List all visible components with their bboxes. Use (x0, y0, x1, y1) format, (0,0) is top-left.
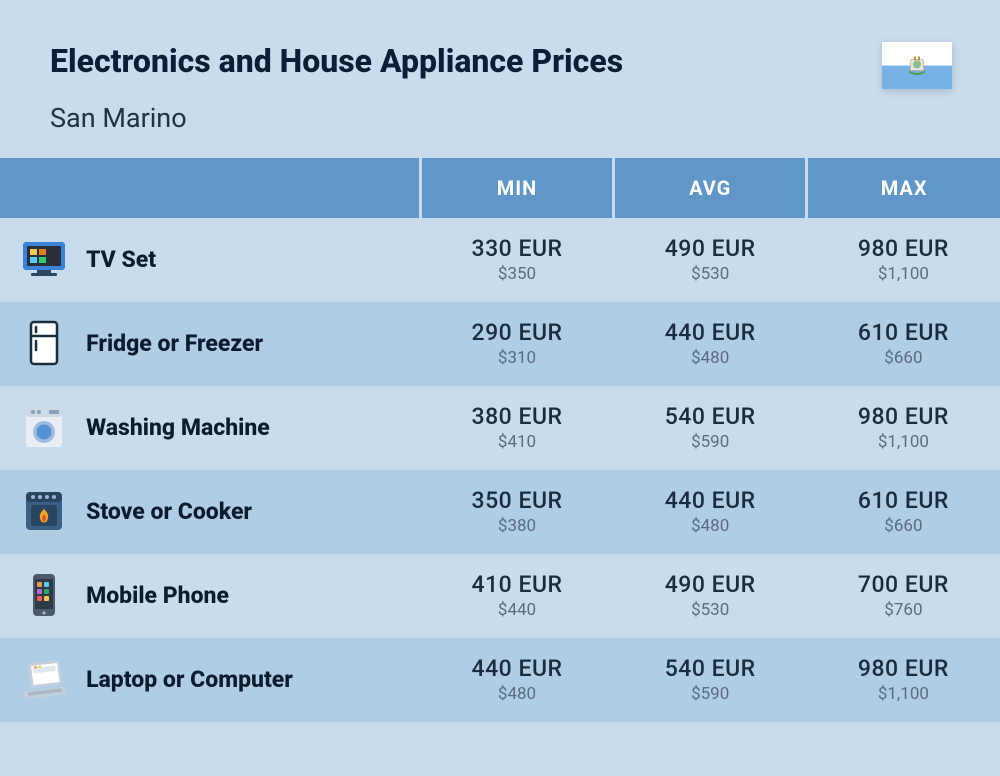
tv-icon (8, 234, 80, 284)
row-max-cell: 610 EUR $660 (807, 470, 1000, 554)
row-name: Washing Machine (80, 386, 420, 470)
price-usd: $1,100 (807, 264, 1000, 284)
stove-icon (8, 486, 80, 536)
price-eur: 610 EUR (807, 319, 1000, 346)
table-header-row: MIN AVG MAX (0, 158, 1000, 218)
price-eur: 410 EUR (420, 571, 613, 598)
price-usd: $440 (420, 600, 613, 620)
price-usd: $310 (420, 348, 613, 368)
row-max-cell: 980 EUR $1,100 (807, 638, 1000, 722)
row-min-cell: 290 EUR $310 (420, 302, 613, 386)
price-usd: $480 (614, 516, 807, 536)
price-eur: 330 EUR (420, 235, 613, 262)
page-subtitle: San Marino (50, 102, 950, 134)
table-row: Washing Machine 380 EUR $410 540 EUR $59… (0, 386, 1000, 470)
row-icon-cell (0, 386, 80, 470)
price-usd: $660 (807, 348, 1000, 368)
mobile-phone-icon (8, 570, 80, 620)
price-eur: 490 EUR (614, 571, 807, 598)
price-usd: $660 (807, 516, 1000, 536)
price-eur: 540 EUR (614, 403, 807, 430)
row-icon-cell (0, 554, 80, 638)
row-avg-cell: 440 EUR $480 (614, 470, 807, 554)
row-icon-cell (0, 638, 80, 722)
price-usd: $1,100 (807, 684, 1000, 704)
price-eur: 350 EUR (420, 487, 613, 514)
row-name: Mobile Phone (80, 554, 420, 638)
header-min: MIN (420, 158, 613, 218)
row-max-cell: 700 EUR $760 (807, 554, 1000, 638)
price-usd: $380 (420, 516, 613, 536)
page-header: Electronics and House Appliance Prices S… (0, 0, 1000, 158)
table-row: Laptop or Computer 440 EUR $480 540 EUR … (0, 638, 1000, 722)
price-eur: 980 EUR (807, 655, 1000, 682)
price-usd: $480 (614, 348, 807, 368)
row-avg-cell: 490 EUR $530 (614, 554, 807, 638)
table-row: Mobile Phone 410 EUR $440 490 EUR $530 7… (0, 554, 1000, 638)
laptop-icon (8, 654, 80, 704)
price-usd: $410 (420, 432, 613, 452)
row-avg-cell: 490 EUR $530 (614, 218, 807, 302)
fridge-icon (8, 318, 80, 368)
price-usd: $590 (614, 684, 807, 704)
price-usd: $530 (614, 600, 807, 620)
price-eur: 980 EUR (807, 235, 1000, 262)
row-min-cell: 330 EUR $350 (420, 218, 613, 302)
header-avg: AVG (614, 158, 807, 218)
price-eur: 440 EUR (420, 655, 613, 682)
price-eur: 440 EUR (614, 487, 807, 514)
country-flag (882, 42, 952, 89)
row-name: Stove or Cooker (80, 470, 420, 554)
row-icon-cell (0, 218, 80, 302)
price-eur: 980 EUR (807, 403, 1000, 430)
row-avg-cell: 440 EUR $480 (614, 302, 807, 386)
header-icon-col (0, 158, 80, 218)
price-eur: 700 EUR (807, 571, 1000, 598)
price-usd: $350 (420, 264, 613, 284)
header-max: MAX (807, 158, 1000, 218)
price-eur: 540 EUR (614, 655, 807, 682)
row-icon-cell (0, 302, 80, 386)
row-name: Fridge or Freezer (80, 302, 420, 386)
price-eur: 440 EUR (614, 319, 807, 346)
price-eur: 610 EUR (807, 487, 1000, 514)
header-name-col (80, 158, 420, 218)
row-min-cell: 410 EUR $440 (420, 554, 613, 638)
price-eur: 290 EUR (420, 319, 613, 346)
price-eur: 380 EUR (420, 403, 613, 430)
price-usd: $530 (614, 264, 807, 284)
row-max-cell: 980 EUR $1,100 (807, 386, 1000, 470)
row-min-cell: 380 EUR $410 (420, 386, 613, 470)
row-avg-cell: 540 EUR $590 (614, 638, 807, 722)
price-usd: $760 (807, 600, 1000, 620)
table-row: Stove or Cooker 350 EUR $380 440 EUR $48… (0, 470, 1000, 554)
row-max-cell: 980 EUR $1,100 (807, 218, 1000, 302)
row-icon-cell (0, 470, 80, 554)
row-min-cell: 350 EUR $380 (420, 470, 613, 554)
price-eur: 490 EUR (614, 235, 807, 262)
table-row: Fridge or Freezer 290 EUR $310 440 EUR $… (0, 302, 1000, 386)
page-title: Electronics and House Appliance Prices (50, 42, 950, 80)
row-name: Laptop or Computer (80, 638, 420, 722)
price-usd: $1,100 (807, 432, 1000, 452)
table-row: TV Set 330 EUR $350 490 EUR $530 980 EUR… (0, 218, 1000, 302)
row-max-cell: 610 EUR $660 (807, 302, 1000, 386)
price-table: MIN AVG MAX TV Set 330 EUR $350 490 EUR … (0, 158, 1000, 722)
row-avg-cell: 540 EUR $590 (614, 386, 807, 470)
row-name: TV Set (80, 218, 420, 302)
price-usd: $590 (614, 432, 807, 452)
price-usd: $480 (420, 684, 613, 704)
row-min-cell: 440 EUR $480 (420, 638, 613, 722)
washing-machine-icon (8, 402, 80, 452)
